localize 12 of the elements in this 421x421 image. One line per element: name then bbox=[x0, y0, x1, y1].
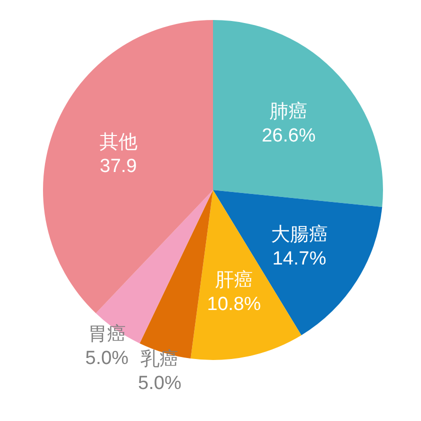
slice-label: 大腸癌 bbox=[270, 223, 328, 246]
data-label: 10.8% bbox=[207, 294, 262, 315]
data-label: 5.0% bbox=[85, 348, 129, 369]
data-label: 14.7% bbox=[272, 248, 326, 270]
slice-label: 其他 bbox=[99, 132, 138, 154]
slice-label: 乳癌 bbox=[140, 348, 179, 370]
data-label: 26.6% bbox=[262, 126, 316, 147]
slice-label: 肝癌 bbox=[215, 268, 253, 291]
slice-label: 胃癌 bbox=[88, 323, 126, 345]
data-label: 37.9 bbox=[100, 156, 137, 178]
data-label: 5.0% bbox=[138, 373, 182, 394]
slice-label: 肺癌 bbox=[270, 100, 308, 123]
